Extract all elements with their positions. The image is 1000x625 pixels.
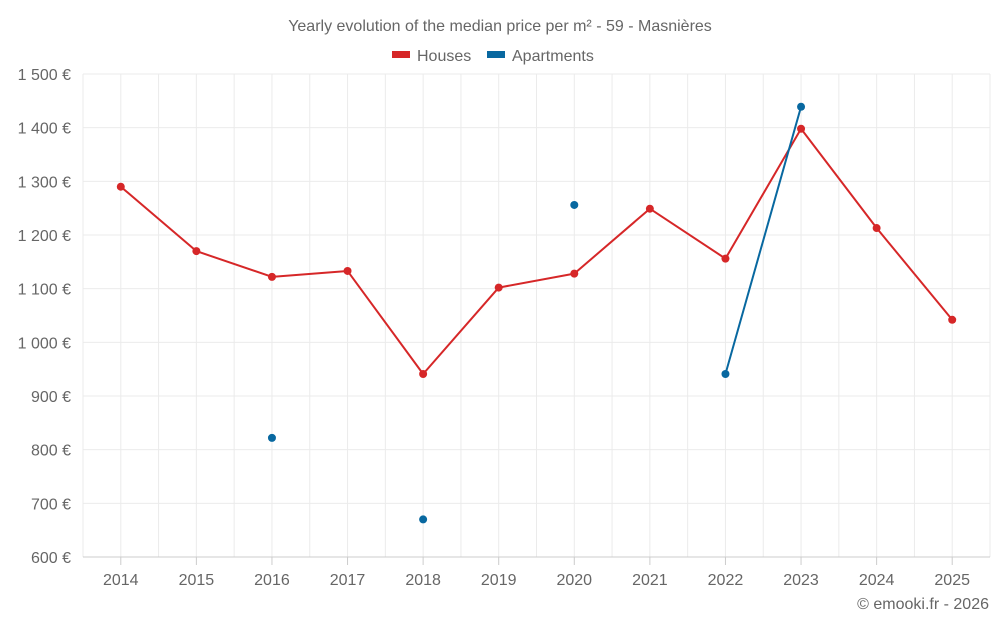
x-tick-label: 2021 [632,572,668,589]
y-tick-label: 1 100 € [18,282,71,299]
houses-line-segment [497,272,576,289]
houses-line-segment [346,269,425,375]
x-tick-label: 2014 [103,572,139,589]
houses-line-segment [422,286,500,375]
houses-line-segment [195,250,273,278]
houses-point-2025[interactable] [948,315,957,324]
apartments-point-2016[interactable] [267,433,276,442]
series-apartments [267,102,806,524]
x-tick-label: 2015 [179,572,215,589]
y-tick-label: 1 400 € [18,121,71,138]
legend-label: Apartments [512,48,594,65]
houses-line-segment [119,185,198,253]
y-tick-label: 1 200 € [18,228,71,245]
houses-point-2020[interactable] [570,269,579,278]
y-tick-label: 600 € [31,550,71,567]
houses-point-2016[interactable] [267,272,276,281]
houses-point-2021[interactable] [645,204,654,213]
x-tick-label: 2020 [556,572,592,589]
y-tick-label: 1 000 € [18,335,71,352]
houses-point-2017[interactable] [343,266,352,275]
houses-point-2024[interactable] [872,224,881,233]
y-tick-label: 800 € [31,443,71,460]
apartments-point-2023[interactable] [797,102,806,111]
apartments-line-segment [724,105,803,375]
houses-line-segment [270,269,349,278]
houses-line-segment [573,207,651,275]
series-houses [116,124,957,378]
apartments-point-2018[interactable] [419,515,428,524]
legend-swatch [392,51,410,58]
x-tick-label: 2017 [330,572,366,589]
apartments-point-2020[interactable] [570,200,579,209]
chart-title: Yearly evolution of the median price per… [288,18,712,35]
legend-swatch [487,51,505,58]
legend-item-houses[interactable]: Houses [392,48,471,65]
x-tick-label: 2023 [783,572,819,589]
legend-label: Houses [417,48,471,65]
houses-line-segment [875,227,954,321]
y-tick-label: 900 € [31,389,71,406]
houses-point-2014[interactable] [116,182,125,191]
houses-point-2022[interactable] [721,254,730,263]
houses-point-2023[interactable] [797,124,806,133]
y-tick-label: 1 500 € [18,67,71,84]
x-tick-label: 2016 [254,572,290,589]
legend: Houses Apartments [392,48,594,65]
apartments-point-2022[interactable] [721,369,730,378]
y-tick-label: 700 € [31,496,71,513]
houses-line-segment [648,207,727,260]
houses-point-2018[interactable] [419,369,428,378]
houses-point-2019[interactable] [494,283,503,292]
x-tick-label: 2019 [481,572,517,589]
grid [82,73,991,557]
houses-point-2015[interactable] [192,247,201,256]
y-tick-label: 1 300 € [18,174,71,191]
axes: 600 € 700 € 800 € 900 € 1 000 € 1 100 € 1 200 … [18,67,990,589]
series [116,102,957,524]
legend-item-apartments[interactable]: Apartments [487,48,594,65]
houses-line-segment [800,127,878,230]
x-tick-label: 2022 [708,572,744,589]
x-tick-label: 2024 [859,572,895,589]
x-tick-label: 2018 [405,572,441,589]
x-tick-label: 2025 [934,572,970,589]
credit-text: © emooki.fr - 2026 [857,596,989,613]
